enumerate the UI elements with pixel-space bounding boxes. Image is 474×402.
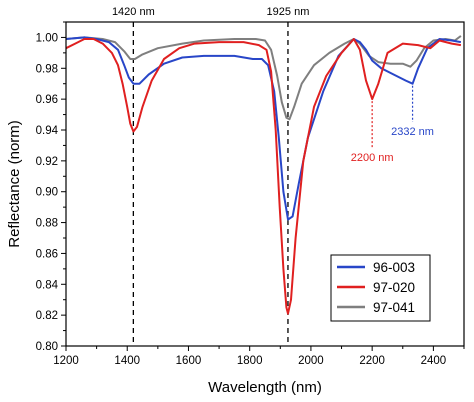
annotation-label: 2332 nm [391, 126, 434, 138]
y-tick-label: 0.96 [36, 94, 58, 106]
y-tick-label: 1.00 [36, 32, 58, 44]
series-line [65, 36, 462, 221]
legend-label: 97-020 [373, 280, 415, 295]
legend: 96-003 97-020 97-041 [330, 254, 431, 322]
x-tick-label: 1400 [114, 355, 140, 367]
reference-lines: 1420 nm 1925 nm [112, 6, 309, 346]
y-tick-label: 0.86 [36, 248, 58, 260]
x-tick-label: 2000 [298, 355, 324, 367]
x-tick-label: 1600 [176, 355, 202, 367]
x-tick-label: 1200 [53, 355, 79, 367]
reference-line-label: 1925 nm [267, 6, 310, 18]
series-line [65, 35, 462, 121]
axes: 1200 1400 1600 1800 2000 2200 2400 0.80 0.82 0.84… [36, 21, 465, 367]
plot-frame [65, 21, 465, 347]
annotations: 2200 nm 2332 nm [351, 85, 434, 164]
y-tick-label: 0.94 [36, 125, 59, 137]
y-tick-label: 0.92 [36, 156, 58, 168]
reference-line-label: 1420 nm [112, 6, 155, 18]
legend-label: 96-003 [373, 260, 415, 275]
y-tick-label: 0.82 [36, 310, 58, 322]
y-tick-label: 0.98 [36, 63, 58, 75]
y-axis-title: Reflectance (norm) [6, 120, 23, 248]
series-line [65, 38, 462, 315]
y-tick-label: 0.88 [36, 218, 58, 230]
x-tick-label: 2400 [421, 355, 447, 367]
y-tick-label: 0.80 [36, 341, 58, 353]
x-tick-label: 1800 [237, 355, 263, 367]
x-tick-label: 2200 [359, 355, 385, 367]
y-tick-label: 0.84 [36, 279, 59, 291]
x-axis-title: Wavelength (nm) [208, 379, 322, 396]
series-lines [65, 35, 462, 315]
annotation-label: 2200 nm [351, 152, 394, 164]
y-tick-label: 0.90 [36, 187, 58, 199]
legend-label: 97-041 [373, 300, 415, 315]
